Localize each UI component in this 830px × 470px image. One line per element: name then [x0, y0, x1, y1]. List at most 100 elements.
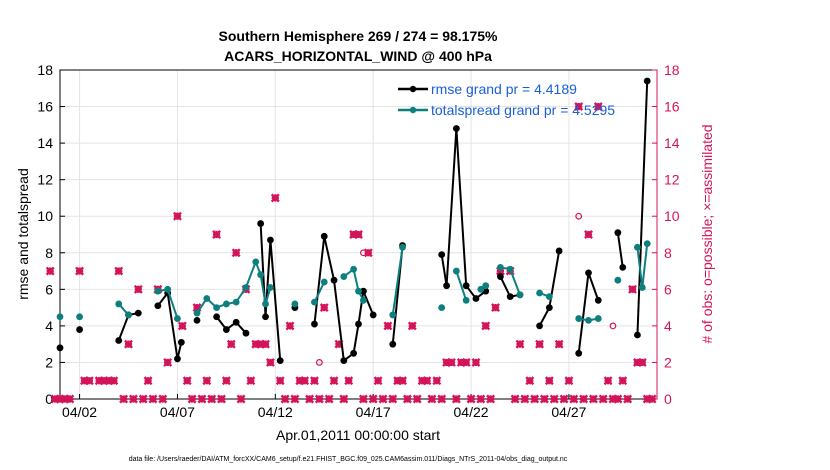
- totalspread-point: [634, 243, 641, 251]
- totalspread-point: [174, 315, 181, 322]
- obs-assimilated-marker: [383, 321, 393, 331]
- totalspread-point: [399, 243, 406, 251]
- totalspread-point: [232, 298, 240, 306]
- legend-rmse-label: rmse grand pr = 4.4189: [431, 81, 577, 97]
- totalspread-point: [452, 267, 460, 275]
- obs-assimilated-marker: [65, 394, 75, 404]
- obs-assimilated-marker: [329, 376, 339, 386]
- obs-assimilated-marker: [158, 394, 168, 404]
- y2-axis-label: # of obs: o=possible; ×=assimilated: [699, 124, 715, 343]
- obs-assimilated-marker: [447, 357, 456, 367]
- x-tick-label: 04/12: [258, 404, 293, 420]
- x-axis-label: Apr.01,2011 00:00:00 start: [276, 427, 440, 443]
- rmse-point: [276, 357, 284, 365]
- totalspread-point: [154, 287, 162, 295]
- obs-assimilated-marker: [177, 321, 187, 331]
- obs-possible-marker: [359, 249, 367, 257]
- y2-axis: 0 2 4 6 8 10 12 14 16 18: [652, 62, 680, 407]
- totalspread-point: [213, 304, 220, 312]
- rmse-point: [389, 340, 397, 348]
- obs-assimilated-marker: [119, 394, 129, 404]
- obs-assimilated-marker: [559, 394, 569, 404]
- obs-assimilated-marker: [187, 394, 197, 404]
- obs-assimilated-marker: [476, 394, 486, 404]
- totalspread-segment: [313, 281, 326, 303]
- totalspread-point: [193, 309, 201, 317]
- obs-assimilated-marker: [172, 211, 182, 221]
- obs-assimilated-marker: [569, 394, 579, 404]
- totalspread-point: [262, 300, 269, 308]
- totalspread-point: [203, 295, 211, 302]
- obs-assimilated-marker: [314, 394, 324, 404]
- y2-tick-label: 12: [664, 172, 680, 188]
- y2-tick-label: 14: [664, 135, 680, 151]
- obs-assimilated-marker: [603, 376, 613, 386]
- obs-assimilated-marker: [437, 394, 447, 404]
- legend-spread-marker: [409, 106, 417, 114]
- x-tick-label: 04/22: [454, 404, 489, 420]
- y2-tick-label: 6: [664, 281, 672, 297]
- y-tick-label: 6: [45, 281, 53, 297]
- rmse-point: [575, 349, 583, 357]
- totalspread-point: [536, 289, 543, 297]
- y2-tick-label: 4: [664, 318, 672, 334]
- y-tick-label: 14: [37, 135, 53, 151]
- rmse-segment: [577, 272, 590, 354]
- obs-assimilated-marker: [407, 321, 417, 331]
- obs-assimilated-marker: [290, 394, 300, 404]
- totalspread-point: [438, 304, 446, 312]
- rmse-point: [497, 273, 504, 280]
- obs-assimilated-marker: [368, 394, 378, 404]
- totalspread-point: [506, 265, 514, 273]
- rmse-point: [193, 317, 201, 324]
- totalspread-point: [340, 273, 348, 280]
- y-tick-label: 4: [45, 318, 53, 334]
- obs-assimilated-marker: [564, 376, 574, 386]
- obs-assimilated-marker: [373, 376, 383, 386]
- obs-assimilated-marker: [109, 376, 119, 386]
- chart-subtitle: ACARS_HORIZONTAL_WIND @ 400 hPa: [224, 48, 492, 64]
- obs-assimilated-marker: [84, 376, 94, 386]
- obs-assimilated-marker: [520, 394, 530, 404]
- obs-assimilated-marker: [212, 230, 222, 239]
- y-tick-label: 2: [45, 354, 53, 370]
- obs-assimilated-marker: [647, 394, 657, 404]
- rmse-point: [115, 337, 123, 344]
- obs-assimilated-marker: [148, 394, 158, 404]
- totalspread-point: [76, 313, 83, 321]
- rmse-point: [242, 329, 250, 337]
- obs-assimilated-marker: [300, 376, 310, 386]
- rmse-segment: [313, 236, 326, 325]
- x-axis: 04/02 04/07 04/12 04/17 04/22 04/27: [62, 394, 587, 420]
- obs-assimilated-marker: [549, 394, 559, 404]
- obs-assimilated-marker: [138, 394, 148, 404]
- rmse-point: [222, 326, 230, 333]
- obs-assimilated-marker: [510, 394, 520, 404]
- y-tick-label: 0: [45, 391, 53, 407]
- obs-assimilated-marker: [265, 357, 275, 367]
- rmse-point: [594, 296, 602, 304]
- rmse-point: [267, 236, 274, 244]
- obs-assimilated-marker: [339, 394, 349, 404]
- obs-assimilated-marker: [466, 394, 476, 404]
- obs-assimilated-marker: [584, 230, 593, 239]
- rmse-point: [359, 287, 367, 295]
- totalspread-point: [389, 311, 397, 319]
- rmse-point: [340, 357, 348, 365]
- rmse-point: [472, 295, 480, 302]
- obs-assimilated-marker: [378, 394, 388, 404]
- obs-assimilated-marker: [618, 376, 628, 386]
- obs-assimilated-marker: [432, 376, 442, 386]
- obs-assimilated-marker: [637, 357, 647, 367]
- obs-assimilated-marker: [217, 394, 226, 404]
- rmse-segment: [587, 272, 600, 301]
- obs-assimilated-marker: [598, 394, 608, 404]
- obs-assimilated-marker: [305, 394, 315, 404]
- totalspread-segment: [509, 268, 521, 296]
- obs-assimilated-marker: [388, 394, 398, 404]
- obs-possible-marker: [575, 212, 583, 220]
- obs-assimilated-marker: [422, 376, 432, 386]
- rmse-point: [232, 318, 240, 326]
- obs-assimilated-marker: [163, 357, 173, 367]
- obs-assimilated-marker: [593, 102, 603, 112]
